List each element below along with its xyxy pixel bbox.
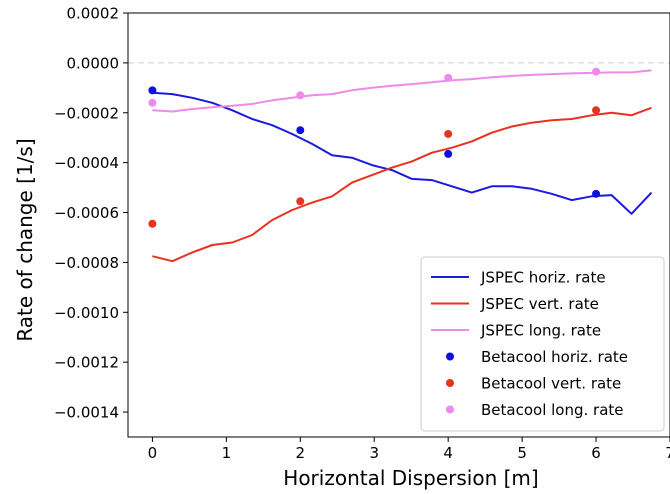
scatter-point-0 [444,149,453,158]
y-tick-label: −0.0010 [54,304,119,322]
y-axis-label: Rate of change [1/s] [13,138,37,341]
y-tick-label: 0.0002 [67,5,120,23]
y-tick-label: −0.0012 [54,354,119,372]
legend: JSPEC horiz. rate JSPEC vert. rate JSPEC l… [420,256,665,432]
line-series-2 [152,69,652,113]
scatter-point-1 [592,106,601,115]
scatter-point-1 [444,129,453,138]
x-tick-label: 0 [148,444,158,462]
x-axis-label: Horizontal Dispersion [m] [283,466,538,490]
legend-point-marker [446,405,454,414]
y-tick-label: −0.0014 [54,404,119,422]
legend-entry-label: JSPEC horiz. rate [480,269,606,287]
line-series-0 [152,91,653,215]
y-tick-label: −0.0004 [54,154,119,172]
scatter-point-2 [148,98,157,107]
legend-point-marker [446,379,454,387]
x-tick-label: 4 [443,444,453,462]
scatter-point-1 [148,219,157,228]
scatter-point-2 [592,67,601,76]
scatter-point-0 [148,86,157,95]
legend-entry-label: JSPEC long. rate [480,322,601,340]
x-tick-label: 2 [296,444,306,462]
y-tick-label: −0.0006 [54,204,119,222]
scatter-point-0 [592,189,601,198]
x-tick-label: 3 [369,444,379,462]
x-tick-label: 5 [517,444,527,462]
x-tick-label: 7 [665,444,670,462]
legend-point-marker [446,352,454,361]
y-tick-label: −0.0008 [54,254,119,272]
line-series-1 [152,106,652,263]
legend-entry-label: Betacool vert. rate [481,375,621,393]
legend-entry-label: JSPEC vert. rate [480,295,599,313]
x-tick-label: 1 [222,444,232,462]
legend-entry-label: Betacool long. rate [481,401,624,419]
scatter-point-2 [444,73,453,82]
plot-frame [127,12,670,438]
y-tick-label: −0.0002 [54,104,119,122]
legend-box [420,256,665,432]
y-tick-label: 0.0000 [67,54,120,72]
x-tick-label: 6 [591,444,601,462]
legend-entry-label: Betacool horiz. rate [481,348,628,366]
scatter-point-1 [296,197,305,206]
scatter-point-2 [296,91,305,100]
scatter-point-0 [296,126,305,135]
